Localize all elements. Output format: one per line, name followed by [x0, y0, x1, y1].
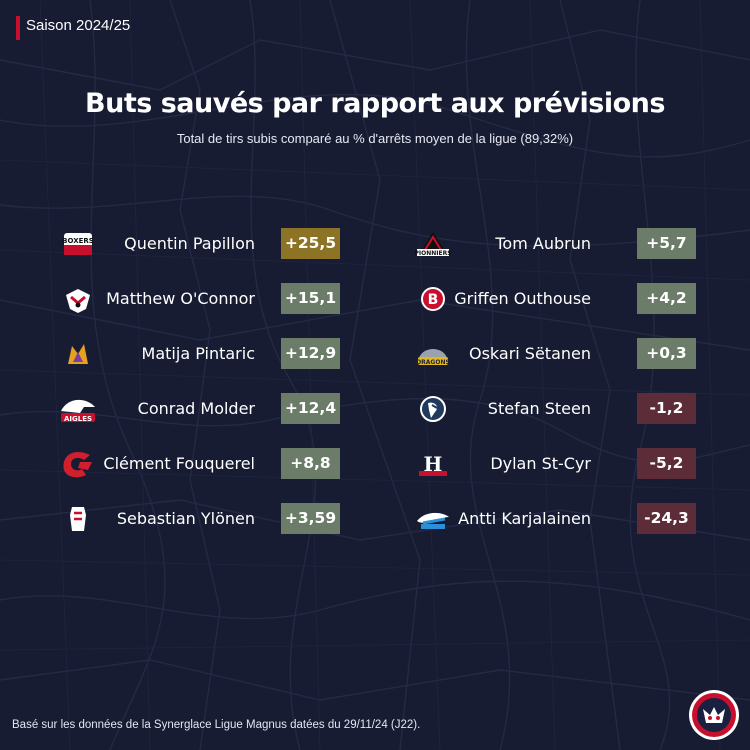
footer-note: Basé sur les données de la Synerglace Li…: [12, 719, 421, 731]
table-row: Matthew O'Connor +15,1: [0, 283, 750, 315]
goals-saved-value: +25,5: [281, 228, 340, 259]
dragons-logo-icon: DRAGONS: [413, 338, 453, 370]
goals-saved-value: +12,9: [281, 338, 340, 369]
page-title: Buts sauvés par rapport aux prévisions: [85, 88, 665, 119]
hormadi-logo-icon: H: [413, 448, 453, 480]
player-name: Griffen Outhouse: [454, 289, 591, 308]
goals-saved-value: +12,4: [281, 393, 340, 424]
ducs-logo-icon: [58, 503, 98, 535]
player-name: Tom Aubrun: [495, 234, 591, 253]
player-name: Matthew O'Connor: [106, 289, 255, 308]
svg-text:DRAGONS: DRAGONS: [416, 359, 450, 366]
svg-text:AIGLES: AIGLES: [64, 415, 92, 423]
goals-saved-value: -1,2: [637, 393, 696, 424]
goals-saved-value: +0,3: [637, 338, 696, 369]
table-row: DRAGONS Oskari Sëtanen +0,3: [0, 338, 750, 370]
season-accent-bar: [16, 16, 20, 40]
table-row: PIONNIERS Tom Aubrun +5,7: [0, 228, 750, 260]
svg-text:BOXERS: BOXERS: [62, 237, 94, 245]
svg-text:PIONNIERS: PIONNIERS: [414, 250, 451, 257]
page-subtitle: Total de tirs subis comparé au % d'arrêt…: [176, 131, 574, 146]
table-row: AIGLES Conrad Molder +12,4: [0, 393, 750, 425]
player-name: Stefan Steen: [487, 399, 591, 418]
table-row: BOXERS Quentin Papillon +25,5: [0, 228, 750, 260]
ducs-angers-logo-icon: [413, 393, 453, 425]
player-name: Clément Fouquerel: [103, 454, 255, 473]
rapaces-logo-icon: [58, 283, 98, 315]
pionniers-logo-icon: PIONNIERS: [413, 228, 453, 260]
player-name: Oskari Sëtanen: [468, 344, 591, 363]
brand-logo: [689, 690, 739, 740]
svg-text:B: B: [428, 292, 439, 308]
brules-de-loups-logo-icon: [58, 338, 98, 370]
season-label: Saison 2024/25: [26, 17, 131, 34]
marseille-logo-icon: [413, 503, 453, 535]
aigles-logo-icon: AIGLES: [58, 393, 98, 425]
boxers-logo-icon: BOXERS: [58, 228, 98, 260]
table-row: Stefan Steen -1,2: [0, 393, 750, 425]
player-name: Antti Karjalainen: [458, 509, 591, 528]
gothiques-logo-icon: [58, 448, 98, 480]
table-row: Matija Pintaric +12,9: [0, 338, 750, 370]
brest-albatros-logo-icon: B: [413, 283, 453, 315]
table-row: H Dylan St-Cyr -5,2: [0, 448, 750, 480]
goals-saved-value: -5,2: [637, 448, 696, 479]
player-name: Quentin Papillon: [124, 234, 255, 253]
goals-saved-value: +3,59: [281, 503, 340, 534]
goals-saved-value: +4,2: [637, 283, 696, 314]
player-name: Conrad Molder: [137, 399, 255, 418]
table-row: Sebastian Ylönen +3,59: [0, 503, 750, 535]
player-name: Dylan St-Cyr: [490, 454, 591, 473]
goals-saved-value: +15,1: [281, 283, 340, 314]
goals-saved-value: +5,7: [637, 228, 696, 259]
player-name: Sebastian Ylönen: [116, 509, 255, 528]
table-row: Antti Karjalainen -24,3: [0, 503, 750, 535]
table-row: B Griffen Outhouse +4,2: [0, 283, 750, 315]
svg-text:H: H: [424, 452, 443, 476]
player-name: Matija Pintaric: [141, 344, 255, 363]
goals-saved-value: +8,8: [281, 448, 340, 479]
table-row: Clément Fouquerel +8,8: [0, 448, 750, 480]
goals-saved-value: -24,3: [637, 503, 696, 534]
